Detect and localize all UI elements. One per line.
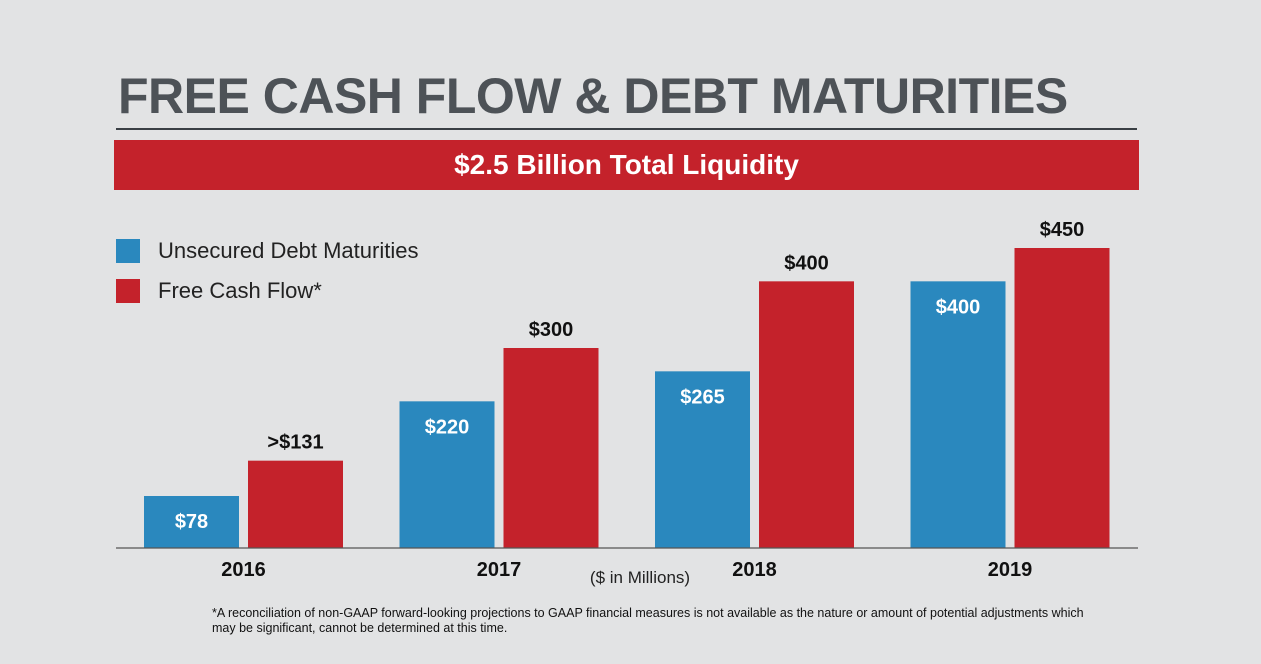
bar-fcf-2016 xyxy=(248,460,343,548)
bar-fcf-2019 xyxy=(1014,248,1110,548)
footnote: *A reconciliation of non-GAAP forward-lo… xyxy=(212,606,1084,635)
data-label-fcf-2017: $300 xyxy=(529,319,574,341)
bar-fcf-2017 xyxy=(503,348,599,548)
x-tick-2017: 2017 xyxy=(477,559,522,581)
x-tick-2016: 2016 xyxy=(221,559,266,581)
data-label-fcf-2016: >$131 xyxy=(267,432,323,454)
legend-item-fcf: Free Cash Flow* xyxy=(116,278,418,304)
bar-debt-2016 xyxy=(144,496,239,548)
legend-label-debt: Unsecured Debt Maturities xyxy=(158,238,419,263)
legend-swatch-fcf xyxy=(116,279,140,303)
bar-fcf-2018 xyxy=(759,281,854,548)
data-label-fcf-2018: $400 xyxy=(784,252,829,274)
page-title: FREE CASH FLOW & DEBT MATURITIES xyxy=(118,68,1068,124)
legend-swatch-debt xyxy=(116,239,140,263)
unit-label: ($ in Millions) xyxy=(589,568,691,587)
x-tick-2019: 2019 xyxy=(988,559,1033,581)
data-label-debt-2017: $220 xyxy=(425,416,470,438)
data-label-debt-2016: $78 xyxy=(175,511,208,533)
data-label-fcf-2019: $450 xyxy=(1040,219,1085,241)
legend-label-fcf: Free Cash Flow* xyxy=(158,278,322,303)
chart-legend: Unsecured Debt Maturities Free Cash Flow… xyxy=(116,238,418,318)
data-label-debt-2019: $400 xyxy=(936,296,981,318)
bar-debt-2017 xyxy=(399,401,495,548)
bar-debt-2019 xyxy=(910,281,1006,548)
liquidity-banner: $2.5 Billion Total Liquidity xyxy=(114,140,1139,190)
bar-debt-2018 xyxy=(655,371,750,548)
legend-item-debt: Unsecured Debt Maturities xyxy=(116,238,418,264)
data-label-debt-2018: $265 xyxy=(680,386,725,408)
title-divider xyxy=(116,128,1137,130)
x-tick-2018: 2018 xyxy=(732,559,777,581)
